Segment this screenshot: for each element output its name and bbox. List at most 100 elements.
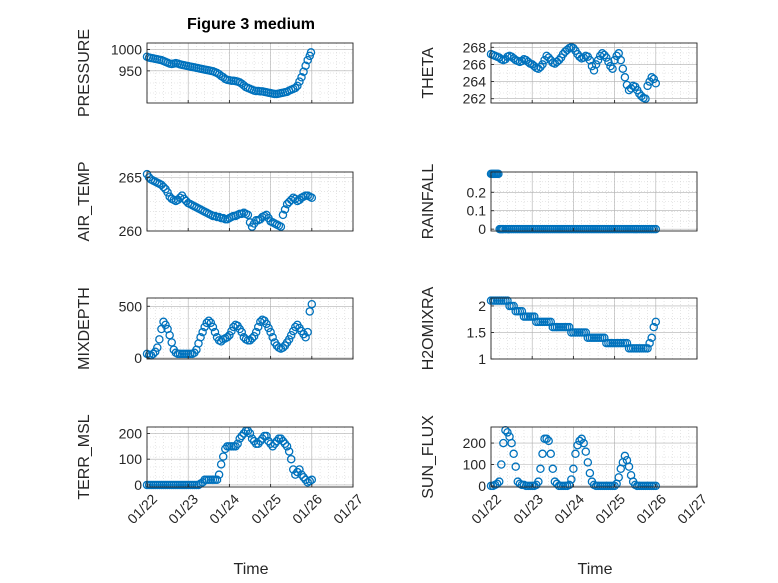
data-point	[530, 312, 539, 321]
data-point	[153, 343, 162, 352]
data-point	[159, 182, 168, 192]
x-tick-label: 01/23	[165, 491, 201, 527]
data-point	[278, 343, 288, 352]
data-point	[280, 439, 290, 448]
data-point	[546, 449, 555, 459]
data-point	[509, 301, 518, 311]
data-point	[538, 449, 547, 459]
data-point	[583, 458, 593, 467]
data-point	[602, 53, 611, 62]
axes-box	[146, 297, 354, 360]
data-point	[276, 222, 286, 231]
data-point	[593, 55, 603, 65]
subplot-sun_flux: 200 100 0 SUN_FLUX	[420, 415, 698, 499]
axes-box	[490, 426, 698, 488]
data-point	[256, 436, 265, 446]
data-point	[624, 462, 634, 471]
y-tick-label: 265	[119, 169, 143, 185]
x-tick-label: 01/25	[592, 491, 628, 527]
x-tick-label: 01/26	[289, 491, 325, 527]
data-point	[264, 323, 273, 333]
x-tick-label: 01/27	[674, 491, 710, 527]
data-point	[542, 434, 551, 444]
data-point	[291, 194, 300, 204]
x-tick-label: 01/22	[124, 491, 160, 527]
data-point	[579, 438, 588, 448]
data-point	[235, 434, 244, 443]
data-point	[651, 79, 661, 88]
x-tick-label: 01/25	[248, 491, 284, 527]
data-point	[268, 333, 277, 342]
x-tick-label: 01/22	[468, 491, 504, 527]
x-tick-label: 01/24	[206, 491, 242, 527]
data-point	[284, 335, 294, 344]
y-tick-label: 1000	[111, 41, 142, 57]
data-point	[293, 81, 302, 91]
y-tick-label: 0.1	[467, 203, 487, 219]
data-point	[575, 436, 584, 446]
y-axis-label: SUN_FLUX	[420, 415, 437, 499]
data-point	[641, 94, 650, 103]
data-point	[253, 322, 263, 332]
data-point	[517, 307, 527, 316]
data-point	[610, 481, 619, 491]
data-point	[581, 328, 591, 337]
data-point	[233, 439, 242, 448]
data-point	[651, 317, 661, 327]
y-tick-label: 200	[463, 435, 487, 451]
figure-title: Figure 3 medium	[187, 16, 315, 33]
data-point	[591, 60, 601, 69]
data-point	[303, 55, 312, 65]
data-point	[251, 327, 261, 337]
data-point	[155, 335, 164, 344]
data-point	[301, 475, 310, 485]
data-point	[306, 48, 316, 57]
data-point	[606, 61, 615, 71]
data-point	[253, 439, 263, 448]
data-point	[227, 326, 236, 336]
x-axis-label: Time	[234, 561, 269, 578]
data-point	[647, 333, 656, 343]
y-axis-label: PRESSURE	[76, 29, 93, 117]
data-point	[595, 51, 605, 61]
data-point	[295, 77, 304, 86]
data-point	[569, 43, 578, 53]
data-point	[577, 434, 586, 444]
data-point	[620, 73, 630, 82]
y-tick-label: 100	[119, 451, 143, 467]
y-axis-label: THETA	[420, 47, 437, 99]
data-point	[301, 61, 310, 70]
data-point	[494, 477, 504, 486]
data-point	[546, 317, 555, 327]
y-tick-label: 1	[478, 351, 486, 367]
data-point	[204, 316, 214, 325]
data-point	[291, 470, 300, 479]
y-tick-label: 1.5	[467, 324, 487, 340]
data-point	[295, 465, 304, 474]
data-point	[291, 322, 300, 332]
data-point	[278, 436, 288, 446]
subplot-pressure: 1000 950 PRESSURE	[76, 29, 354, 117]
data-point	[503, 296, 512, 305]
data-point	[270, 439, 279, 448]
data-point	[499, 438, 508, 448]
x-axis-right: 01/22 01/23 01/24 01/25 01/26 01/27 Time	[468, 491, 710, 578]
data-point	[245, 429, 255, 438]
x-tick-label: 01/24	[551, 491, 587, 527]
data-point	[544, 436, 553, 446]
axes-box	[490, 171, 698, 232]
data-point	[286, 454, 296, 464]
y-tick-label: 266	[463, 56, 487, 72]
y-axis-label: TERR_MSL	[76, 414, 93, 499]
axes-box	[490, 297, 698, 360]
data-point	[569, 464, 578, 474]
data-point	[647, 73, 656, 82]
x-tick-label: 01/27	[330, 491, 366, 527]
data-point	[567, 475, 576, 484]
data-point	[150, 347, 160, 357]
x-axis-label: Time	[578, 561, 613, 578]
data-point	[284, 447, 294, 456]
